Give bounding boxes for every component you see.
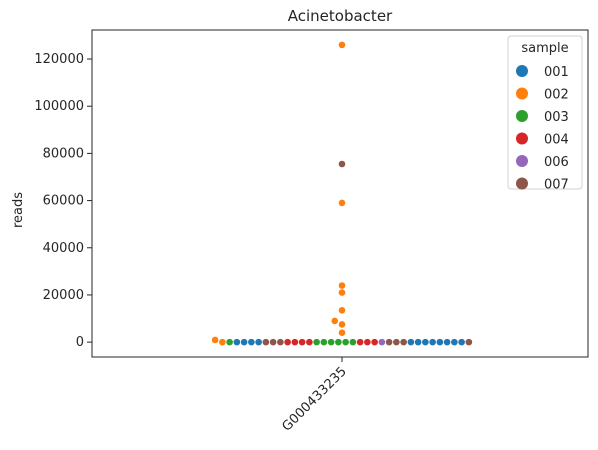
data-point-001 — [414, 338, 422, 346]
y-tick-label: 20000 — [43, 288, 84, 303]
data-point-004 — [371, 338, 378, 346]
data-point-001 — [458, 338, 465, 346]
data-point-001 — [407, 338, 415, 346]
legend-label: 007 — [544, 178, 569, 193]
data-point-002 — [338, 41, 346, 49]
data-point-007 — [465, 338, 473, 346]
data-point-007 — [385, 338, 393, 346]
y-tick-label: 80000 — [43, 146, 84, 161]
data-point-007 — [393, 338, 400, 346]
data-point-002 — [338, 306, 346, 314]
data-point-002 — [219, 338, 226, 346]
data-point-003 — [335, 338, 342, 346]
data-point-001 — [451, 338, 458, 346]
data-point-002 — [338, 199, 346, 207]
x-tick-label: G000433235 — [279, 364, 349, 434]
data-point-003 — [320, 338, 328, 346]
legend-marker-007 — [516, 177, 528, 190]
data-point-003 — [226, 338, 233, 346]
data-point-004 — [291, 338, 299, 346]
data-point-002 — [211, 336, 219, 344]
data-point-007 — [269, 338, 277, 346]
y-tick-label: 40000 — [43, 241, 84, 256]
chart-title: Acinetobacter — [288, 7, 393, 25]
data-point-002 — [331, 317, 339, 325]
data-point-002 — [338, 289, 346, 296]
y-tick-label: 0 — [76, 335, 84, 350]
data-point-003 — [342, 338, 349, 346]
legend-marker-001 — [516, 65, 528, 77]
data-point-001 — [429, 338, 436, 346]
data-point-004 — [356, 338, 364, 346]
x-axis: G000433235 — [279, 357, 350, 435]
data-point-007 — [338, 160, 346, 168]
legend: sample 001 002 003 004 006 007 — [507, 35, 583, 193]
y-axis-label: reads — [11, 192, 26, 228]
data-point-004 — [306, 338, 313, 346]
legend-marker-006 — [516, 155, 528, 167]
data-point-004 — [364, 338, 371, 346]
legend-label: 006 — [544, 155, 569, 170]
y-tick-label: 120000 — [34, 52, 84, 67]
data-point-007 — [277, 338, 284, 346]
data-point-004 — [284, 338, 291, 346]
data-point-001 — [422, 338, 429, 346]
legend-label: 003 — [544, 110, 569, 125]
plot-frame — [91, 29, 589, 358]
data-point-001 — [240, 338, 248, 346]
y-axis: 0 20000 40000 60000 80000 100000 120000 — [34, 52, 92, 350]
data-point-001 — [443, 338, 451, 346]
legend-label: 002 — [544, 88, 569, 103]
data-point-003 — [327, 338, 335, 346]
legend-title: sample — [521, 41, 568, 56]
data-point-003 — [349, 338, 357, 346]
data-point-002 — [338, 282, 346, 289]
legend-marker-003 — [516, 110, 528, 122]
legend-label: 001 — [544, 65, 569, 80]
legend-label: 004 — [544, 133, 569, 148]
data-point-002 — [338, 329, 346, 336]
data-point-003 — [313, 338, 320, 346]
data-point-006 — [378, 338, 386, 346]
y-tick-label: 100000 — [34, 99, 84, 114]
data-points — [211, 41, 473, 346]
data-point-007 — [400, 338, 407, 346]
legend-marker-002 — [516, 87, 528, 100]
legend-marker-004 — [516, 132, 528, 145]
data-point-001 — [255, 338, 262, 346]
data-point-002 — [338, 321, 346, 328]
data-point-001 — [233, 338, 241, 346]
data-point-004 — [298, 338, 306, 346]
y-tick-label: 60000 — [43, 194, 84, 209]
data-point-001 — [436, 338, 444, 346]
data-point-001 — [248, 338, 255, 346]
data-point-007 — [262, 338, 270, 346]
